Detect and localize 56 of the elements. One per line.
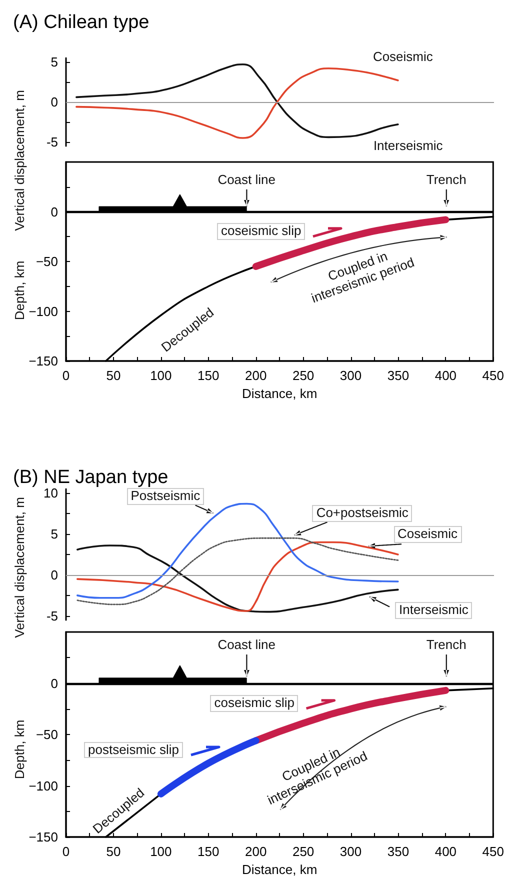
annotation: Coast line: [218, 637, 276, 653]
series-label: Coseismic: [372, 48, 433, 65]
x-tick-label: 350: [387, 368, 410, 383]
y-tick-label: 0: [50, 94, 58, 110]
y-axis-title: Vertical displacement, m: [11, 496, 28, 638]
annotation: Trench: [426, 172, 466, 188]
annotation: Coast line: [218, 172, 276, 188]
x-tick-label: 100: [150, 368, 172, 383]
series-label: Postseismic: [126, 488, 204, 505]
y-tick-label: −150: [28, 830, 58, 844]
annotation: coseismic slip: [217, 222, 306, 240]
y-tick-label: −50: [36, 254, 58, 269]
y-tick-label: 5: [50, 54, 58, 70]
y-tick-label: 0: [50, 204, 58, 220]
x-tick-label: 100: [150, 844, 172, 859]
x-tick-label: 350: [387, 844, 410, 859]
x-tick-label: 300: [340, 844, 362, 859]
y-axis-title: Vertical displacement, m: [11, 90, 28, 230]
y-tick-label: −50: [36, 727, 58, 742]
y-tick-label: −150: [28, 354, 58, 368]
y-tick-label: 0: [50, 567, 58, 582]
chart-title: (A) Chilean type: [13, 12, 150, 33]
y-tick-label: 10: [44, 486, 58, 501]
y-axis-title: Depth, km: [12, 260, 28, 320]
y-tick-label: 5: [50, 526, 58, 542]
annotation: Trench: [426, 637, 466, 653]
x-tick-label: 0: [62, 368, 70, 383]
y-tick-label: −100: [28, 778, 58, 794]
annotation: coseismic slip: [210, 694, 298, 712]
x-tick-label: 50: [106, 844, 121, 859]
y-tick-label: −100: [28, 304, 58, 319]
x-tick-label: 200: [244, 368, 267, 383]
series-label: Interseismic: [373, 138, 443, 154]
y-tick-label: -5: [46, 134, 58, 150]
x-tick-label: 450: [482, 368, 504, 383]
series-label: Coseismic: [394, 526, 462, 543]
x-tick-label: 400: [434, 368, 457, 383]
x-tick-label: 0: [62, 844, 70, 859]
annotation: postseismic slip: [84, 742, 184, 758]
y-axis-title: Depth, km: [12, 719, 28, 779]
x-tick-label: 150: [198, 844, 220, 859]
legend-label: Interseismic: [395, 602, 472, 620]
x-tick-label: 200: [244, 844, 267, 859]
x-tick-label: 250: [292, 844, 314, 859]
x-tick-label: 150: [198, 368, 220, 383]
y-tick-label: 0: [50, 676, 58, 691]
x-tick-label: 300: [340, 368, 362, 383]
series-label: Co+postseismic: [312, 504, 412, 522]
x-tick-label: 450: [482, 844, 504, 859]
x-tick-label: 50: [106, 368, 121, 383]
y-tick-label: -5: [46, 608, 58, 624]
x-tick-label: 400: [434, 844, 457, 859]
x-axis-title: Distance, km: [242, 862, 318, 877]
x-tick-label: 250: [292, 368, 314, 383]
chart-title: (B) NE Japan type: [13, 467, 168, 488]
x-axis-title: Distance, km: [242, 386, 318, 401]
